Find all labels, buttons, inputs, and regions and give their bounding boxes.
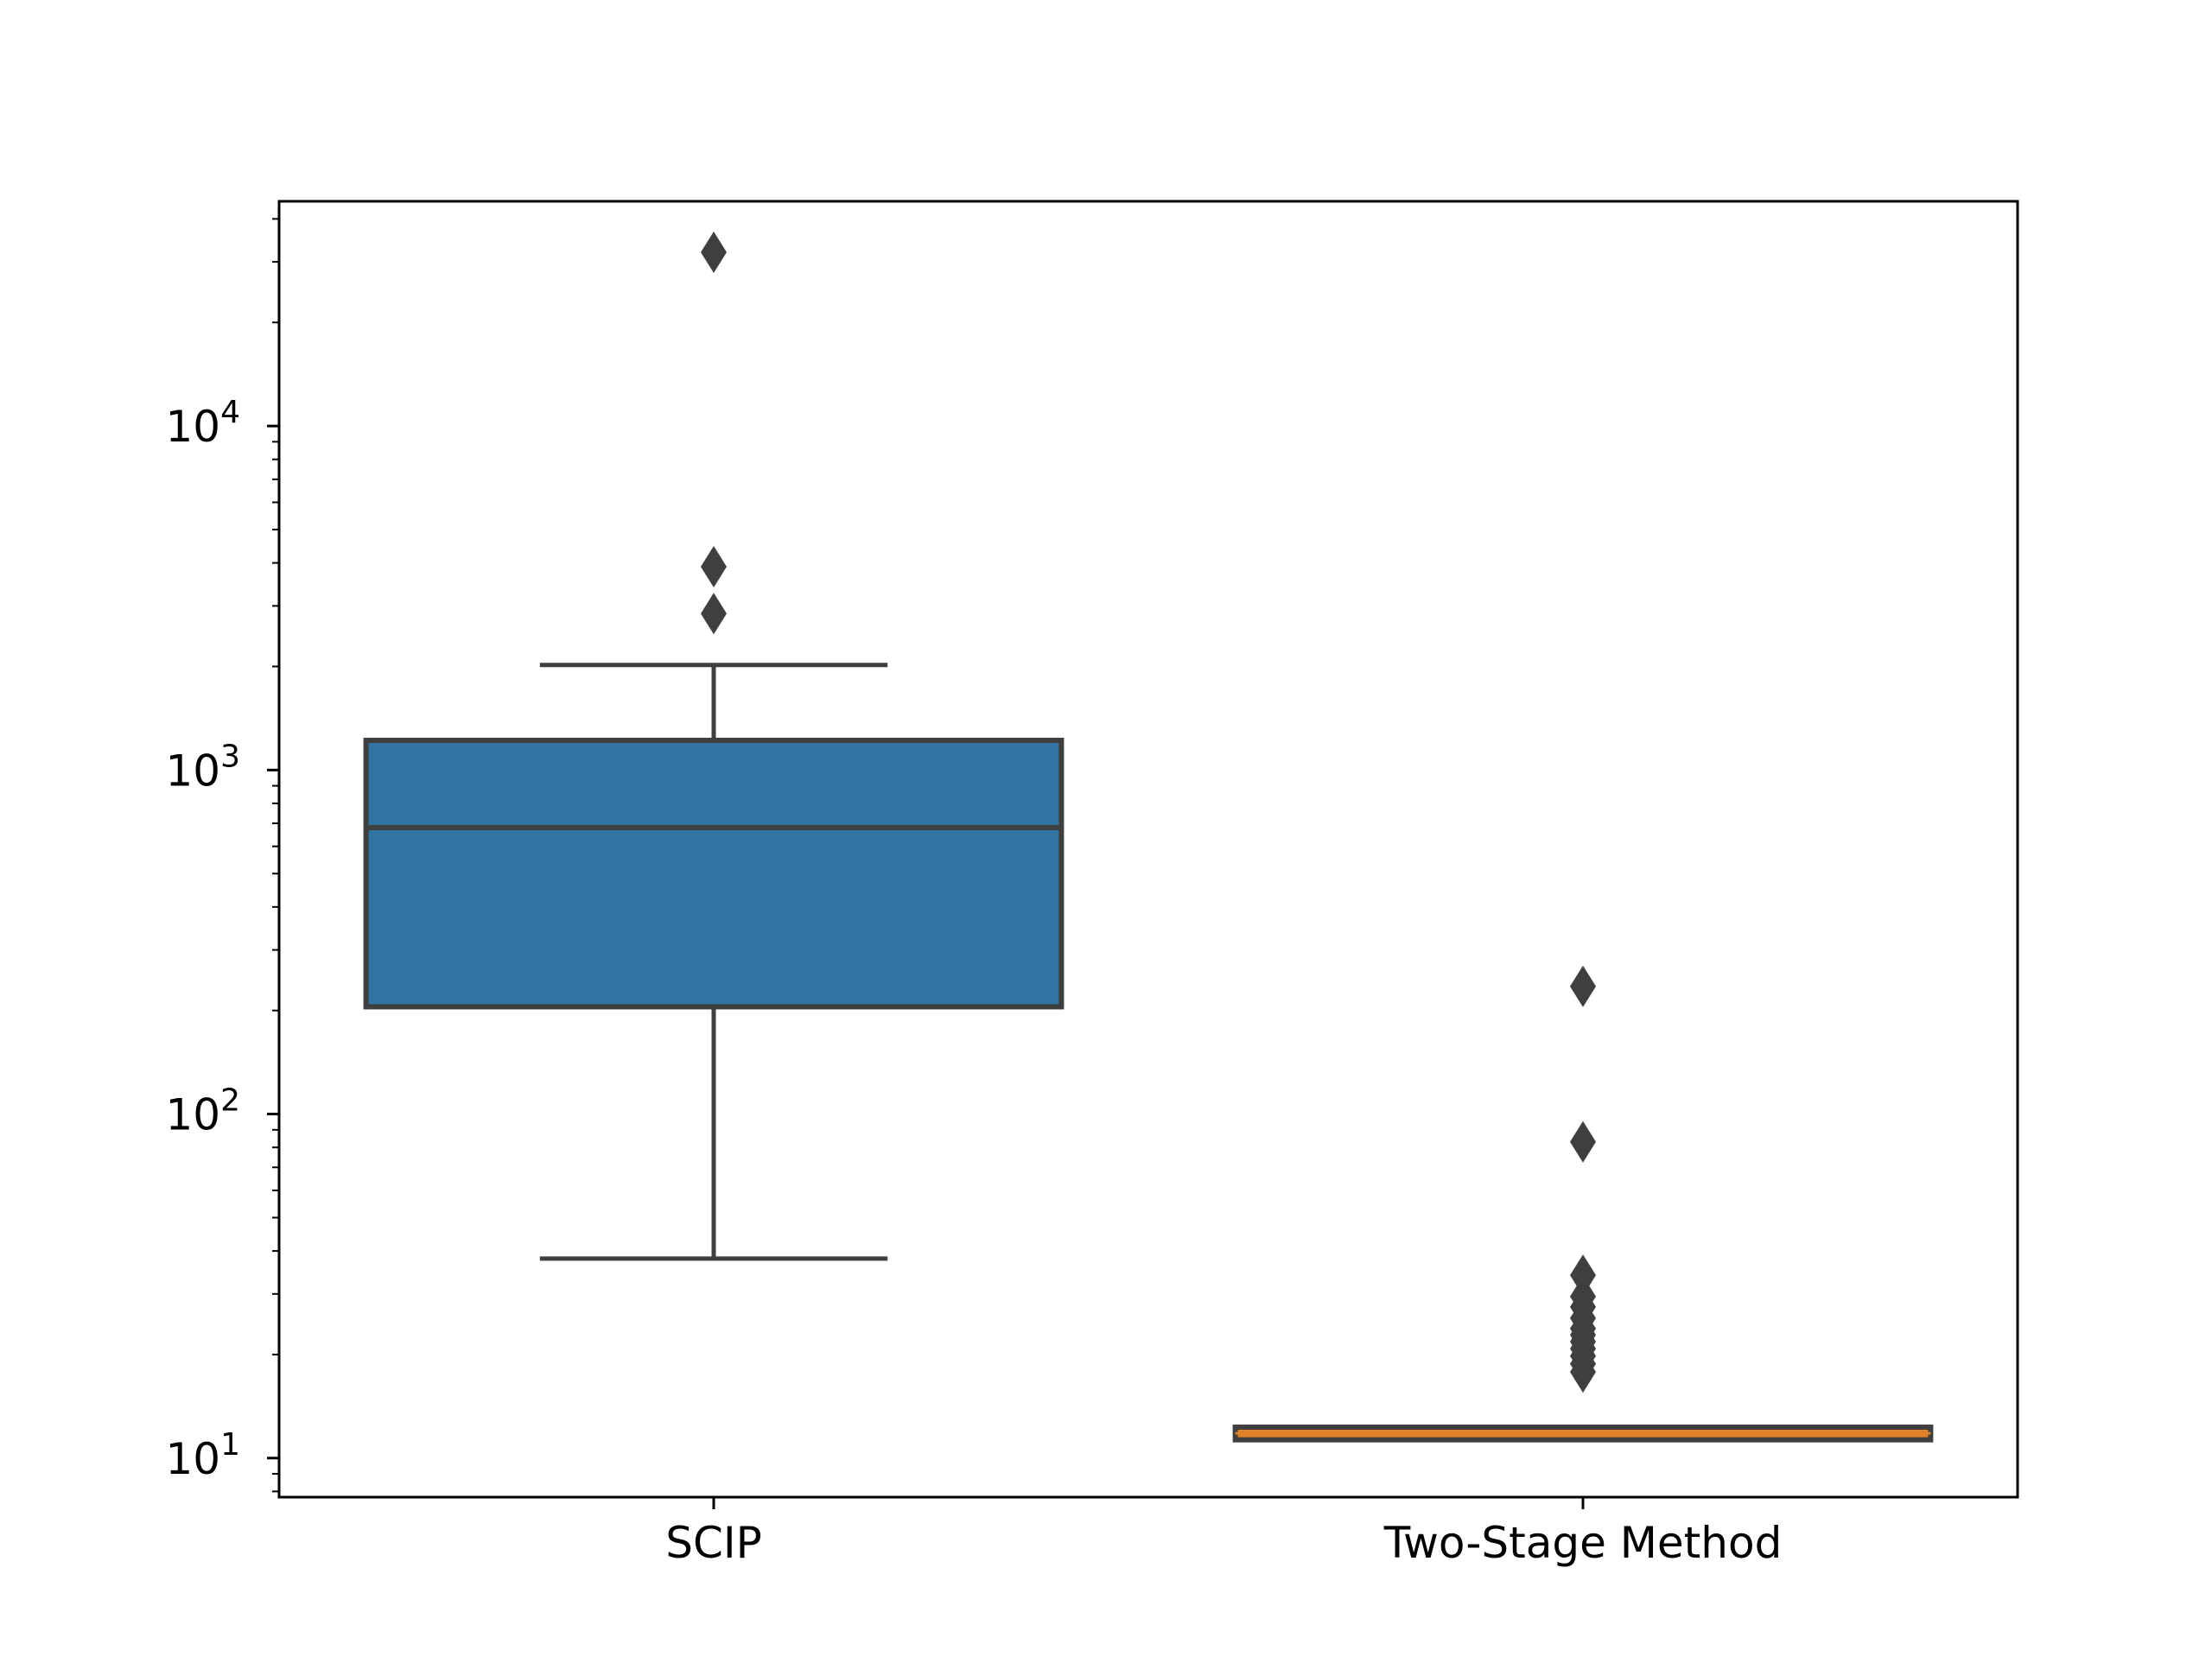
outlier-marker xyxy=(1570,1275,1596,1317)
axes-frame xyxy=(277,200,2019,1499)
box-group-2 xyxy=(1232,965,1934,1443)
x-tick-label: SCIP xyxy=(665,1518,762,1568)
iqr-box xyxy=(363,737,1065,1010)
y-tick-label: 101 xyxy=(165,1427,240,1484)
axes: 101 102 103 104 SCIP Two-Stage Method xyxy=(165,200,2019,1568)
outlier-marker xyxy=(701,593,727,635)
y-tick-label: 103 xyxy=(165,739,240,796)
y-tick-label: 102 xyxy=(165,1083,240,1140)
outlier-marker xyxy=(1570,965,1596,1007)
outlier-marker xyxy=(1570,1120,1596,1163)
box-group-1 xyxy=(363,231,1065,1261)
x-tick-label: Two-Stage Method xyxy=(1383,1518,1783,1568)
outlier-marker xyxy=(701,545,727,587)
outlier-marker xyxy=(701,231,727,273)
outlier-marker xyxy=(1570,1254,1596,1297)
plot-area xyxy=(363,231,1934,1443)
y-tick-label: 104 xyxy=(165,395,240,452)
